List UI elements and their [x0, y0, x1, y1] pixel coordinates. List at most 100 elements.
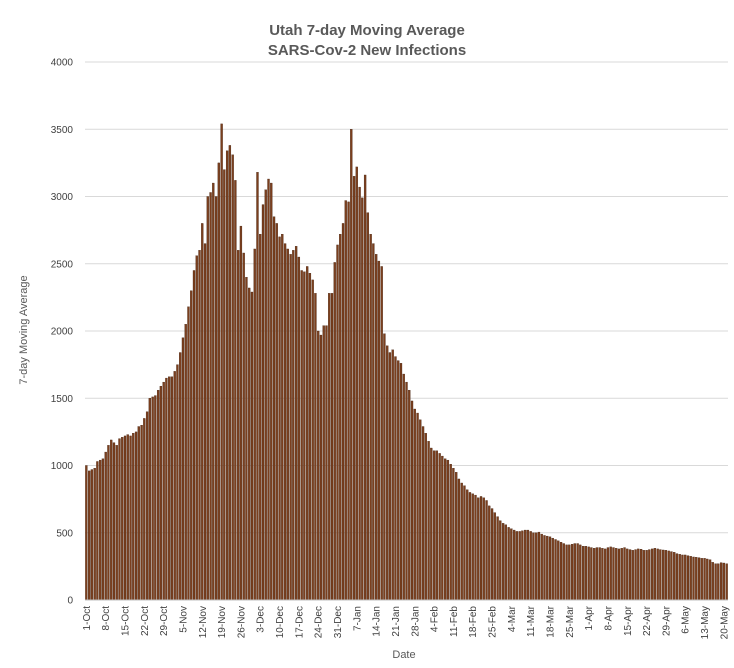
bar — [333, 262, 336, 601]
bar — [554, 539, 557, 601]
bar — [187, 306, 190, 601]
bar — [137, 426, 140, 601]
bar — [110, 439, 113, 601]
bar — [267, 178, 270, 601]
bar — [421, 426, 425, 601]
x-tick-label: 20-May — [719, 606, 730, 639]
y-tick-label: 2500 — [51, 259, 74, 270]
bar — [397, 360, 400, 601]
bar — [234, 180, 237, 601]
bar — [352, 176, 356, 601]
x-tick-label: 10-Dec — [275, 606, 286, 638]
bar — [628, 549, 632, 601]
chart-subtitle: SARS-Cov-2 New Infections — [267, 42, 467, 59]
bar — [347, 201, 350, 601]
bar — [587, 546, 590, 601]
bar — [170, 376, 174, 601]
bar — [512, 529, 516, 601]
x-tick-label: 21-Jan — [391, 606, 402, 637]
bar — [535, 532, 538, 601]
bar — [670, 551, 673, 601]
bar — [201, 223, 204, 601]
bar — [286, 248, 289, 601]
y-tick-label: 3000 — [51, 192, 74, 203]
x-axis-label: Date — [392, 649, 415, 661]
bar — [159, 385, 163, 601]
x-tick-label: 11-Mar — [526, 605, 537, 637]
bar — [336, 244, 339, 601]
bar — [253, 248, 256, 601]
bar — [145, 411, 149, 601]
bar — [325, 325, 328, 601]
bar — [259, 234, 262, 601]
bar — [722, 562, 726, 601]
bar — [637, 548, 640, 601]
bar — [446, 459, 450, 601]
bar — [537, 531, 541, 601]
bar — [372, 243, 375, 601]
x-tick-label: 24-Dec — [314, 606, 325, 638]
bar — [104, 451, 107, 601]
x-tick-label: 4-Mar — [507, 605, 518, 632]
bar — [264, 189, 267, 601]
y-tick-labels: 0 500 1000 1500 2000 2500 3000 3500 4000 — [51, 58, 74, 607]
bar — [151, 396, 154, 601]
bar — [664, 550, 668, 601]
bar — [184, 324, 187, 601]
bar — [504, 524, 507, 601]
bar — [96, 461, 99, 601]
bar — [154, 395, 157, 601]
bar — [493, 512, 496, 601]
bar — [601, 548, 604, 601]
bar — [386, 345, 389, 601]
bar — [168, 376, 171, 601]
bar — [311, 279, 314, 601]
x-tick-label: 19-Nov — [217, 606, 228, 638]
bar — [479, 496, 483, 601]
bar — [623, 547, 626, 601]
bar — [714, 563, 717, 601]
bar — [292, 250, 295, 601]
bar — [529, 531, 532, 601]
y-tick-label: 2000 — [51, 327, 74, 338]
bar — [129, 435, 132, 601]
bar — [532, 532, 535, 601]
bar — [319, 334, 323, 601]
bar — [449, 463, 452, 601]
y-tick-label: 1000 — [51, 461, 74, 472]
bar — [471, 493, 474, 601]
bar — [173, 371, 176, 601]
bar — [256, 172, 259, 601]
bar — [388, 352, 392, 601]
bar — [195, 255, 198, 601]
x-tick-label: 11-Feb — [449, 606, 460, 637]
bar — [427, 441, 430, 601]
y-tick-label: 3500 — [51, 125, 74, 136]
bar — [515, 531, 519, 601]
bar — [123, 435, 127, 601]
x-tick-label: 14-Jan — [372, 606, 383, 637]
bar — [231, 154, 234, 601]
bar — [620, 548, 623, 601]
bar — [270, 182, 273, 601]
x-tick-label: 26-Nov — [236, 606, 247, 638]
bar — [344, 200, 347, 601]
bar — [463, 485, 466, 601]
bar — [653, 548, 657, 601]
bar — [303, 271, 306, 601]
bar — [328, 293, 331, 601]
bar — [162, 381, 165, 601]
bar — [408, 390, 411, 601]
bar — [212, 182, 215, 601]
bar — [245, 277, 248, 601]
bar — [322, 325, 325, 601]
bar — [441, 455, 444, 601]
x-tick-label: 17-Dec — [294, 606, 305, 638]
bar — [380, 266, 383, 601]
bar — [590, 547, 593, 601]
bar — [250, 291, 254, 601]
bar — [317, 330, 320, 601]
x-tick-label: 15-Apr — [623, 605, 634, 636]
bar — [490, 508, 494, 601]
bar — [140, 424, 143, 601]
